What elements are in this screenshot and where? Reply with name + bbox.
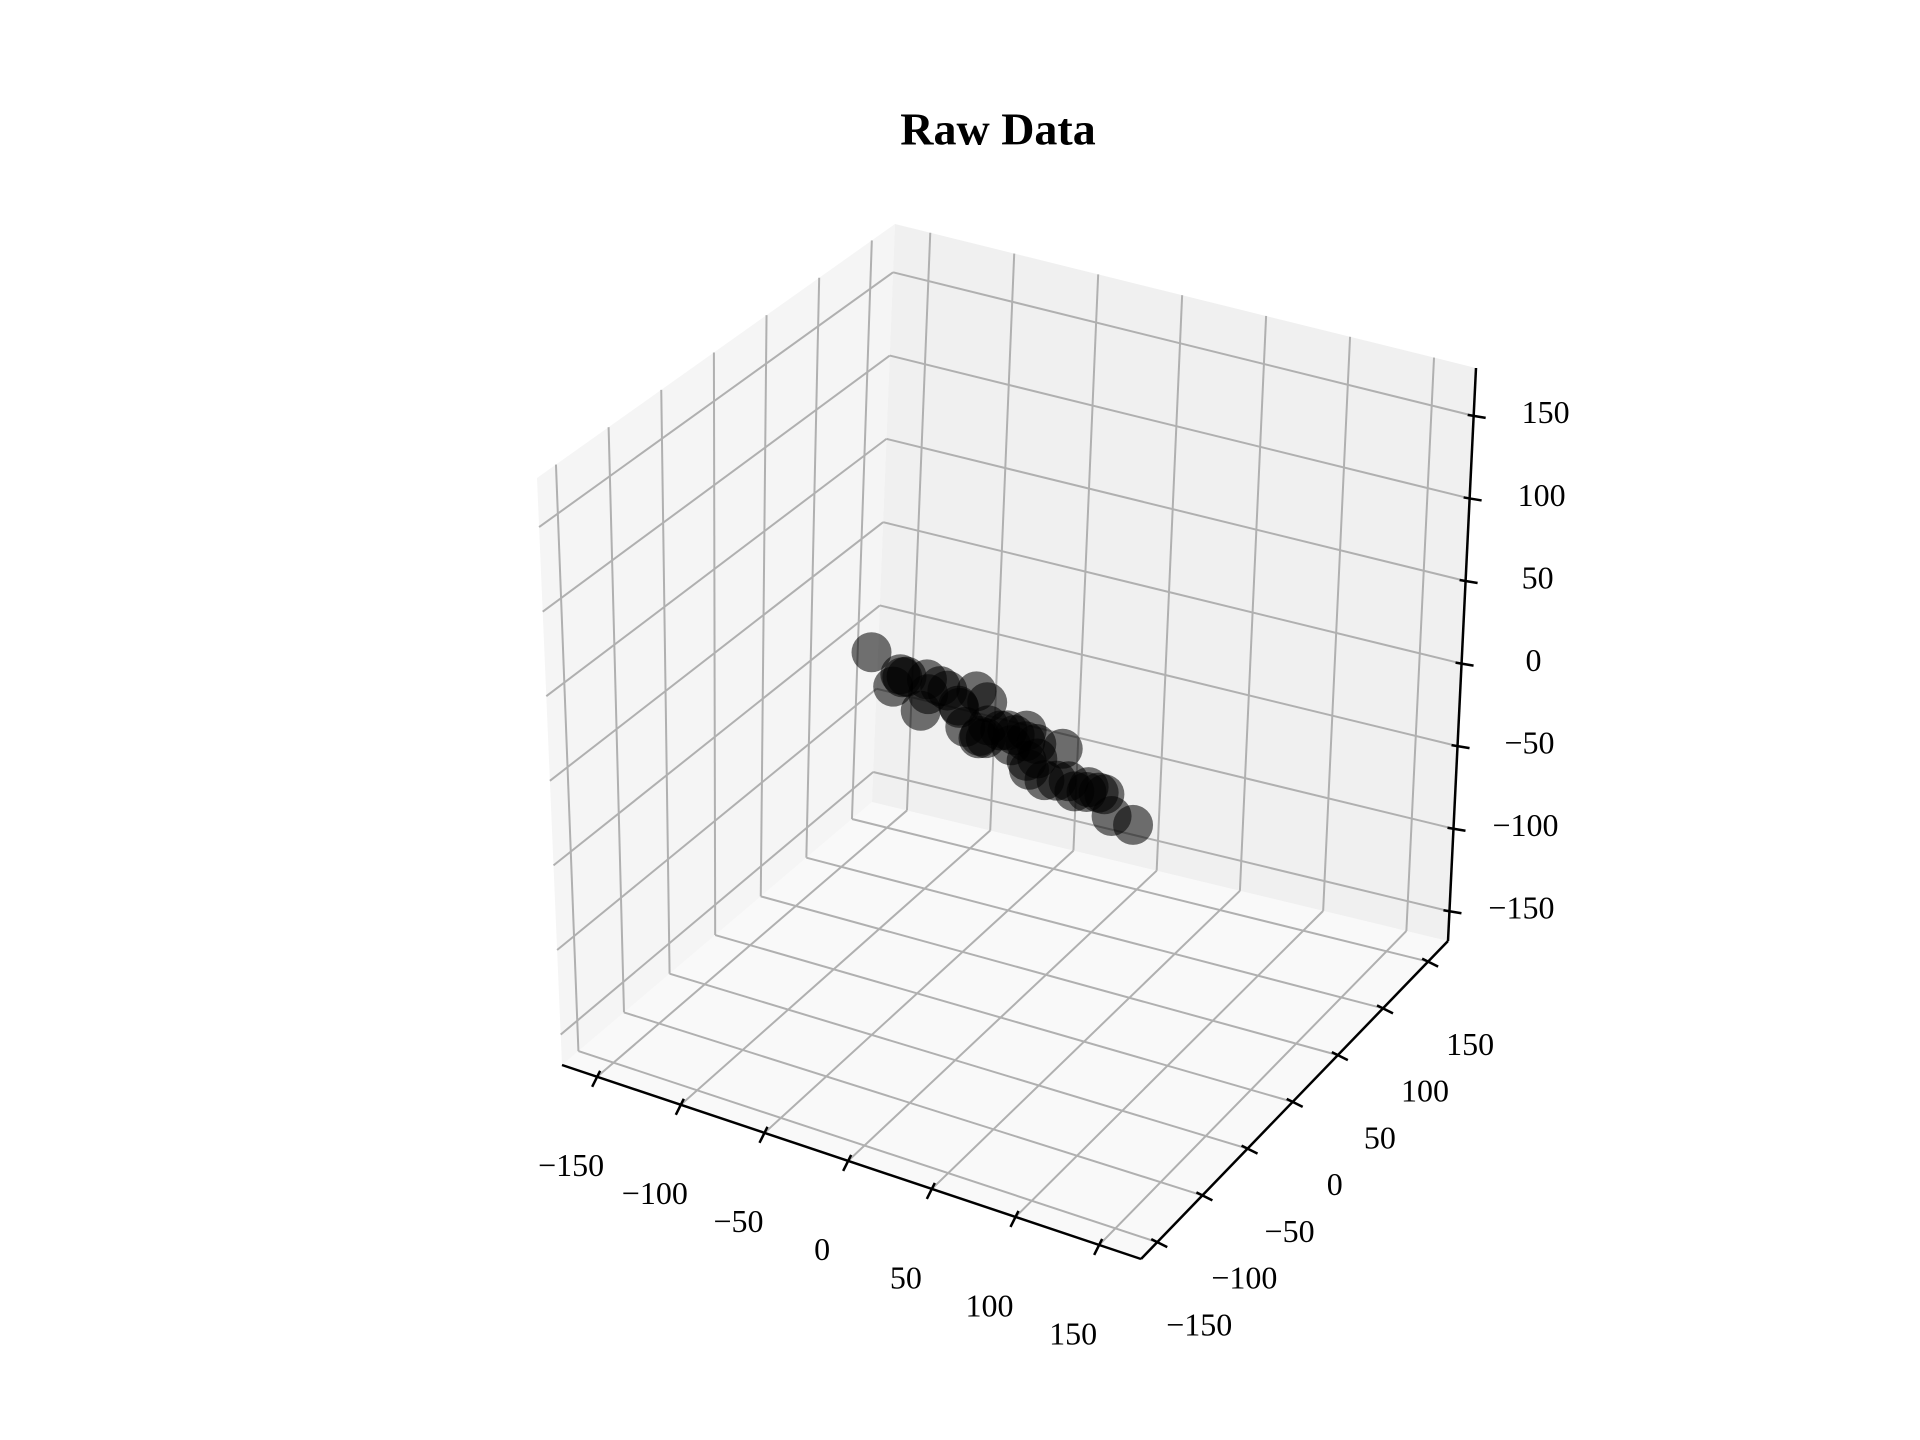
grid-line xyxy=(554,464,580,1052)
point xyxy=(851,632,892,673)
grid-line xyxy=(669,972,1248,1150)
point xyxy=(990,725,1031,766)
grid-line xyxy=(931,890,1241,1190)
grid-line xyxy=(763,849,1075,1134)
y-tick xyxy=(1376,1004,1394,1015)
point xyxy=(1068,767,1109,808)
z-tick-label: 100 xyxy=(1518,477,1566,513)
x-tick-label: 50 xyxy=(890,1259,922,1295)
x-tick xyxy=(758,1126,769,1144)
y-tick xyxy=(1195,1191,1213,1202)
x-axis-line xyxy=(561,1063,1142,1261)
y-tick-label: 50 xyxy=(1364,1119,1396,1155)
grid-line xyxy=(660,389,671,974)
point xyxy=(873,666,914,707)
x-tick-label: −100 xyxy=(622,1175,688,1211)
grid-line xyxy=(806,856,1384,1010)
grid-line xyxy=(607,427,625,1013)
x-tick xyxy=(842,1154,853,1172)
x-tick xyxy=(674,1098,685,1116)
grid-line xyxy=(1238,315,1268,891)
grid-line xyxy=(560,771,874,1036)
y-tick-label: −50 xyxy=(1265,1213,1315,1249)
grid-line xyxy=(545,438,888,698)
grid-line xyxy=(886,437,1466,582)
grid-line xyxy=(556,687,878,951)
grid-line xyxy=(872,771,1450,913)
z-tick-label: −100 xyxy=(1492,807,1558,843)
y-tick-label: 150 xyxy=(1446,1026,1494,1062)
grid-line xyxy=(889,354,1470,500)
z-tick-label: −150 xyxy=(1488,890,1554,926)
x-tick-label: 150 xyxy=(1049,1315,1097,1351)
z-axis-line xyxy=(1446,367,1478,942)
point xyxy=(958,718,999,759)
point xyxy=(920,666,961,707)
z-tick xyxy=(1463,496,1482,502)
grid-line xyxy=(851,818,1429,963)
z-tick xyxy=(1467,413,1486,420)
grid-line xyxy=(714,934,1293,1103)
grid-line xyxy=(578,1050,1158,1244)
z-tick xyxy=(1459,578,1478,585)
x-tick xyxy=(925,1182,936,1200)
grid-line xyxy=(680,829,991,1106)
x-tick-label: 100 xyxy=(965,1287,1013,1323)
grid-line xyxy=(549,521,884,782)
y-tick-label: 100 xyxy=(1401,1073,1449,1109)
grid-line xyxy=(892,271,1474,417)
grid-line xyxy=(712,352,717,936)
grid-line xyxy=(760,895,1339,1057)
grid-line xyxy=(538,271,894,528)
grid-line xyxy=(1405,357,1436,932)
y-tick-label: −100 xyxy=(1211,1260,1277,1296)
y-tick-label: −150 xyxy=(1166,1307,1232,1343)
grid-line xyxy=(1322,336,1352,911)
y-tick-label: 0 xyxy=(1327,1166,1343,1202)
y-tick xyxy=(1331,1050,1349,1062)
x-tick-label: 0 xyxy=(814,1231,830,1267)
z-tick xyxy=(1451,743,1470,750)
z-tick-label: 150 xyxy=(1522,394,1570,430)
grid-line xyxy=(850,240,873,820)
x-tick xyxy=(591,1070,602,1088)
y-tick xyxy=(1421,957,1439,968)
y-tick xyxy=(1286,1097,1304,1108)
chart-title: Raw Data xyxy=(900,104,1095,155)
z-tick-label: 0 xyxy=(1526,642,1542,678)
x-tick-label: −50 xyxy=(713,1203,763,1239)
grid-line xyxy=(882,521,1462,665)
z-tick xyxy=(1455,661,1474,667)
grid-line xyxy=(623,1011,1203,1197)
grid-line xyxy=(1014,910,1324,1218)
grid-line xyxy=(847,869,1158,1162)
y-axis-line xyxy=(1140,940,1449,1260)
point xyxy=(1113,804,1154,845)
z-tick xyxy=(1447,826,1466,832)
grid-line xyxy=(1098,930,1408,1246)
grid-line xyxy=(1155,295,1184,871)
y-tick xyxy=(1150,1238,1168,1249)
z-tick xyxy=(1443,909,1462,915)
x-tick xyxy=(1093,1238,1104,1256)
grid-line xyxy=(596,809,908,1078)
y-tick xyxy=(1240,1144,1259,1155)
grid-line xyxy=(879,604,1458,748)
grid-line xyxy=(542,354,891,613)
point xyxy=(956,671,997,712)
x-tick-label: −150 xyxy=(538,1147,604,1183)
grid-line xyxy=(759,315,768,897)
x-tick xyxy=(1009,1210,1020,1228)
z-tick-label: −50 xyxy=(1504,724,1554,760)
grid-line xyxy=(552,604,881,867)
z-tick-label: 50 xyxy=(1522,559,1554,595)
grid-line xyxy=(805,277,821,858)
